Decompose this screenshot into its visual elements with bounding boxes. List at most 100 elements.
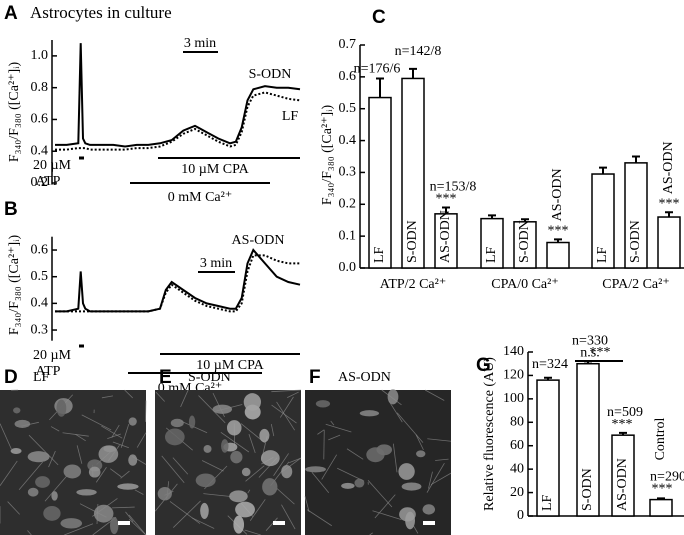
process (120, 470, 130, 479)
process (244, 529, 261, 535)
cell (212, 404, 233, 414)
process (107, 433, 121, 439)
cell (230, 450, 243, 464)
process (271, 389, 301, 393)
process (169, 501, 201, 524)
process (0, 423, 12, 450)
process (201, 460, 224, 472)
cell (226, 420, 242, 436)
process (388, 400, 403, 423)
bar-label: AS-ODN (438, 210, 453, 263)
bar (513, 221, 537, 269)
cell (359, 410, 380, 417)
process (304, 496, 310, 512)
process (81, 414, 112, 431)
bar-label: S-ODN (405, 220, 420, 263)
process (76, 445, 83, 464)
process (75, 433, 86, 442)
process (110, 468, 122, 478)
bar-label: LF (595, 246, 610, 263)
bar-label: S-ODN (580, 468, 595, 511)
bar-label: S-ODN (628, 220, 643, 263)
panel-letter: G (476, 355, 491, 376)
micrograph-label: AS-ODN (338, 370, 391, 385)
panel-letter: D (4, 367, 18, 388)
annotation: n=330 (572, 334, 608, 349)
cell (366, 447, 385, 463)
bar-label: AS-ODN (615, 458, 630, 511)
process (134, 489, 144, 495)
annotation: n=290 (650, 470, 684, 485)
process (44, 475, 68, 502)
annotation: 0 mM Ca²⁺ (168, 190, 232, 205)
y-axis-label: Relative fluorescence (AU) (482, 357, 497, 511)
x-tick-label: ATP/2 Ca²⁺ (380, 277, 446, 292)
cell (157, 487, 172, 501)
cell (128, 417, 137, 426)
cell (401, 482, 422, 491)
cell (88, 466, 101, 478)
cell (422, 504, 436, 515)
process (306, 509, 332, 527)
annotation: n=324 (532, 357, 568, 372)
bar (401, 77, 425, 269)
trace-label: LF (282, 109, 299, 124)
process (111, 424, 120, 438)
x-tick-label: CPA/2 Ca²⁺ (602, 277, 669, 292)
cell (262, 478, 278, 496)
panel-letter: E (159, 367, 172, 388)
bar (657, 216, 681, 269)
cell (315, 400, 331, 408)
process (276, 401, 295, 431)
process (430, 472, 452, 486)
trace (55, 248, 301, 313)
process (128, 518, 147, 535)
process (191, 517, 215, 529)
process (325, 423, 352, 433)
y-tick-label: 0.4 (339, 133, 357, 148)
process (372, 510, 402, 521)
process (248, 434, 256, 454)
process (330, 420, 335, 426)
y-tick-label: 0 (517, 508, 524, 523)
cell (117, 483, 139, 490)
bar-label: S-ODN (517, 220, 532, 263)
bar-label: AS-ODN (550, 168, 565, 221)
process (392, 443, 398, 473)
cell (229, 490, 248, 503)
annotation: *** (548, 224, 569, 239)
process (287, 391, 299, 399)
process (374, 494, 396, 519)
y-tick-label: 0.3 (31, 322, 49, 337)
error-bar (632, 155, 640, 163)
bar-label: LF (540, 494, 555, 511)
annotation: 3 min (184, 36, 216, 51)
panel-letter: C (372, 7, 386, 28)
y-tick-label: 1.0 (31, 48, 49, 63)
process (281, 504, 296, 530)
cell (243, 393, 262, 411)
cell (164, 428, 185, 446)
micrograph-label: LF (33, 370, 50, 385)
process (50, 426, 60, 432)
process (136, 432, 147, 448)
process (101, 395, 114, 399)
cell (43, 505, 61, 521)
x-tick-label: CPA/0 Ca²⁺ (491, 277, 558, 292)
y-tick-label: 40 (510, 461, 524, 476)
y-tick-label: 0.2 (31, 175, 49, 190)
y-tick-label: 100 (503, 391, 524, 406)
error-bar (442, 206, 450, 214)
bar (649, 498, 673, 517)
annotation: 20 µM (33, 158, 72, 173)
annotation: 3 min (200, 256, 232, 271)
process (415, 434, 424, 451)
cell (398, 463, 415, 480)
process (321, 454, 338, 480)
bar (368, 96, 392, 269)
cell (259, 428, 270, 443)
bar-label: Control (653, 418, 668, 461)
process (112, 441, 129, 449)
process (0, 460, 18, 486)
y-tick-label: 120 (503, 368, 524, 383)
